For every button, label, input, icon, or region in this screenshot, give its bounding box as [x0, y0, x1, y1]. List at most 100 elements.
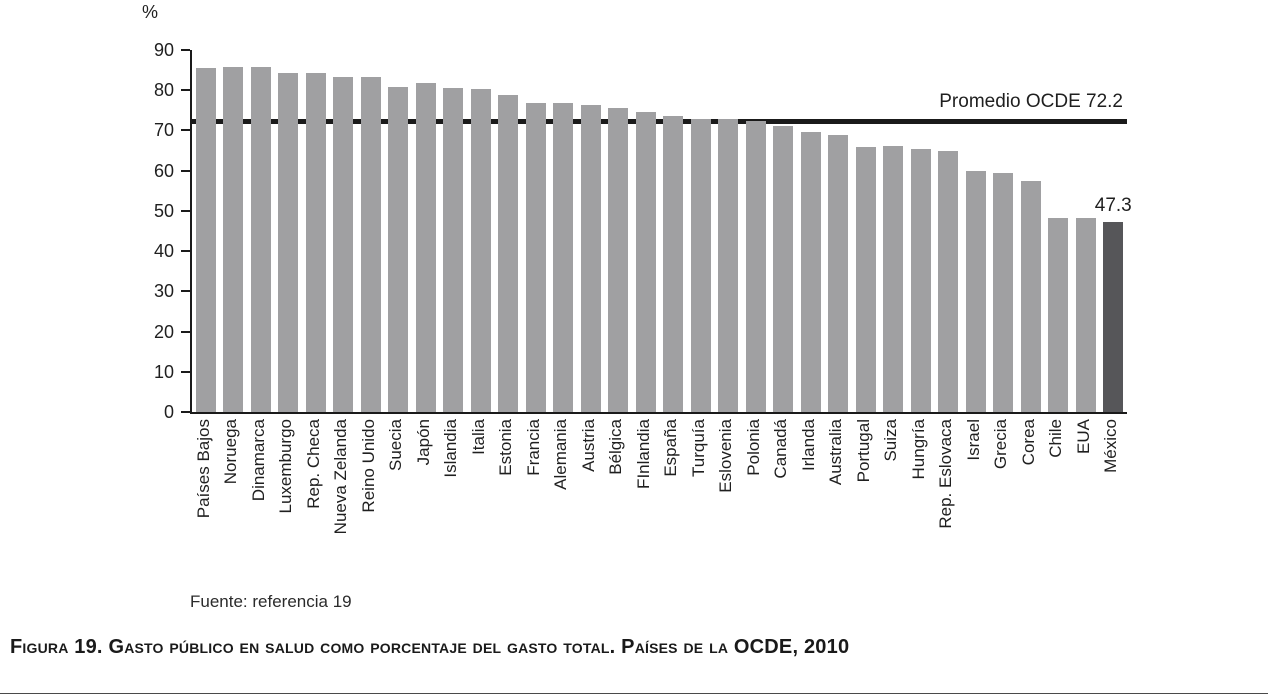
x-tick-label-espa-a: España [661, 419, 681, 477]
x-tick-label-pa-ses-bajos: Países Bajos [193, 419, 213, 519]
bar-canad- [773, 126, 794, 412]
y-tick-label-60: 60 [153, 160, 174, 181]
x-tick-label-rep-checa: Rep. Checa [303, 419, 323, 509]
x-tick-label-estonia: Estonia [496, 419, 516, 476]
x-tick-label-alemania: Alemania [551, 419, 571, 490]
x-tick-label-finlandia: FInlandia [633, 419, 653, 489]
x-tick-label-chile: Chile [1046, 419, 1066, 458]
x-tick-label-b-lgica: Bélgica [606, 419, 626, 475]
x-tick-label-luxemburgo: Luxemburgo [276, 419, 296, 514]
y-tick-mark-30 [181, 290, 190, 293]
bar-eslovenia [718, 119, 739, 412]
bar-pa-ses-bajos [195, 68, 216, 412]
bar-b-lgica [608, 108, 629, 412]
bar-alemania [553, 103, 574, 412]
x-tick-label-noruega: Noruega [221, 419, 241, 485]
bar-eua [1075, 218, 1096, 412]
y-tick-label-70: 70 [153, 120, 174, 141]
y-tick-label-80: 80 [153, 80, 174, 101]
y-tick-mark-70 [181, 129, 190, 132]
x-tick-label-irlanda: Irlanda [798, 419, 818, 471]
bar-portugal [855, 147, 876, 412]
x-tick-label-reino-unido: Reino Unido [358, 419, 378, 513]
bar-luxemburgo [278, 72, 299, 412]
x-tick-label-suiza: Suiza [881, 419, 901, 462]
y-tick-label-20: 20 [153, 321, 174, 342]
bar-m-xico [1103, 221, 1124, 412]
bar-estonia [498, 95, 519, 412]
bar-grecia [993, 173, 1014, 412]
x-tick-label-portugal: Portugal [853, 419, 873, 483]
x-tick-label-turqu-a: Turquía [688, 419, 708, 477]
x-tick-label-australia: Australia [826, 419, 846, 486]
bar-hungr-a [910, 149, 931, 412]
x-tick-label-islandia: Islandia [441, 419, 461, 478]
y-tick-mark-40 [181, 250, 190, 253]
y-tick-mark-20 [181, 330, 190, 333]
bar-islandia [443, 87, 464, 412]
x-tick-label-israel: Israel [963, 419, 983, 461]
x-tick-label-grecia: Grecia [991, 419, 1011, 470]
x-tick-label-francia: Francia [523, 419, 543, 476]
bar-israel [965, 170, 986, 412]
bar-jap-n [415, 83, 436, 412]
y-tick-label-0: 0 [163, 402, 174, 422]
bar-suiza [883, 145, 904, 412]
source-note: Fuente: referencia 19 [190, 592, 352, 611]
x-tick-label-m-xico: México [1101, 419, 1121, 473]
y-tick-mark-80 [181, 89, 190, 92]
y-tick-label-40: 40 [153, 241, 174, 262]
plot-area: Promedio OCDE 72.2 47.3 [190, 50, 1132, 414]
bar-espa-a [663, 115, 684, 412]
y-tick-label-90: 90 [153, 40, 174, 60]
bar-irlanda [800, 132, 821, 412]
figure-caption: Figura 19. Gasto público en salud como p… [10, 636, 850, 658]
x-tick-label-canad-: Canadá [771, 419, 791, 479]
x-tick-label-dinamarca: Dinamarca [248, 419, 268, 502]
y-tick-label-50: 50 [153, 200, 174, 221]
y-tick-mark-10 [181, 370, 190, 373]
bar-corea [1020, 181, 1041, 412]
bar-turqu-a [690, 118, 711, 412]
bar-rep-eslovaca [938, 151, 959, 412]
x-tick-label-corea: Corea [1018, 419, 1038, 466]
y-tick-label-10: 10 [153, 361, 174, 382]
y-tick-mark-90 [181, 49, 190, 51]
bottom-divider [0, 693, 1268, 694]
bar-chile [1048, 218, 1069, 412]
bar-austria [580, 105, 601, 412]
bar-suecia [388, 86, 409, 412]
bar-finlandia [635, 112, 656, 412]
bar-noruega [223, 67, 244, 412]
bar-rep-checa [305, 73, 326, 412]
y-tick-mark-0 [181, 411, 190, 413]
x-tick-label-eslovenia: Eslovenia [716, 419, 736, 493]
mexico-value-label: 47.3 [1094, 194, 1132, 216]
y-tick-mark-50 [181, 209, 190, 212]
bar-francia [525, 102, 546, 412]
y-tick-label-30: 30 [153, 281, 174, 302]
x-tick-label-eua: EUA [1073, 419, 1093, 454]
bar-dinamarca [250, 67, 271, 412]
x-tick-label-polonia: Polonia [743, 419, 763, 476]
x-tick-label-austria: Austria [578, 419, 598, 472]
y-axis-unit-label: % [142, 2, 159, 22]
bar-italia [470, 89, 491, 412]
x-tick-label-rep-eslovaca: Rep. Eslovaca [936, 419, 956, 529]
x-tick-label-nueva-zelanda: Nueva Zelanda [331, 419, 351, 535]
x-tick-label-hungr-a: Hungría [908, 419, 928, 480]
bar-reino-unido [360, 77, 381, 412]
ocde-average-label: Promedio OCDE 72.2 [939, 90, 1123, 112]
x-axis-labels: Países Bajos Noruega Dinamarca Luxemburgo Re… [190, 419, 1125, 579]
y-tick-mark-60 [181, 169, 190, 172]
bar-australia [828, 134, 849, 412]
x-tick-label-suecia: Suecia [386, 419, 406, 471]
bar-nueva-zelanda [333, 77, 354, 412]
bar-chart: % 0 10 20 30 40 50 60 70 80 90 Promedio OCDE 72.2… [0, 2, 1132, 579]
y-axis: 0 10 20 30 40 50 60 70 80 90 [0, 41, 190, 421]
bar-polonia [745, 121, 766, 412]
x-tick-label-jap-n: Japón [413, 419, 433, 466]
x-tick-label-italia: Italia [468, 419, 488, 455]
ocde-average-line [192, 119, 1127, 125]
